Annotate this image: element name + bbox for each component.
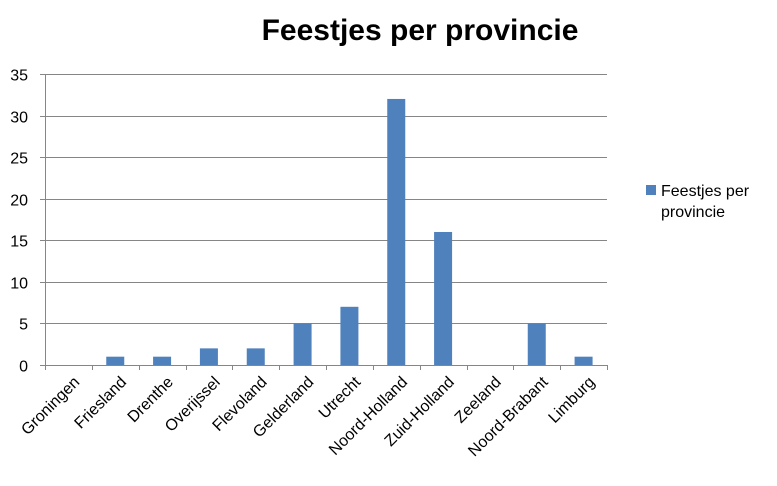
y-tick-label: 5: [19, 317, 28, 334]
legend: Feestjes per provincie: [646, 183, 754, 221]
y-tick-label: 30: [10, 110, 28, 127]
y-tick-label: 20: [10, 193, 28, 210]
x-tick-label: Friesland: [72, 374, 131, 433]
x-tick-label: Limburg: [546, 374, 599, 427]
y-tick-label: 15: [10, 234, 28, 251]
bars: [106, 98, 593, 365]
gridlines: [45, 74, 607, 324]
bar-flevoland: [246, 348, 265, 365]
y-tick-label: 25: [10, 151, 28, 168]
axes: [40, 74, 608, 370]
bar-noord-holland: [387, 98, 406, 365]
legend-label-line-1: Feestjes per: [661, 183, 750, 200]
bar-friesland: [106, 356, 125, 365]
chart-title: Feestjes per provincie: [262, 14, 579, 47]
y-tick-labels: 0 5 10 15 20 25 30 35: [10, 68, 28, 376]
bar-utrecht: [340, 306, 359, 365]
bar-limburg: [574, 356, 593, 365]
x-tick-labels: GroningenFrieslandDrentheOverijsselFlevo…: [18, 373, 598, 460]
y-tick-label: 10: [10, 276, 28, 293]
bar-drenthe: [153, 356, 172, 365]
legend-label-line-2: provincie: [661, 204, 725, 221]
y-tick-label: 35: [10, 68, 28, 85]
x-tick-label: Groningen: [18, 374, 83, 439]
legend-label: Feestjes per provincie: [661, 183, 754, 221]
bar-gelderland: [293, 323, 312, 365]
bar-overijssel: [199, 348, 218, 365]
bar-zuid-holland: [434, 231, 453, 365]
legend-swatch: [646, 185, 656, 195]
y-tick-label: 0: [19, 359, 28, 376]
bar-noord-brabant: [527, 323, 546, 365]
x-tick-label: Noord-Brabant: [465, 373, 552, 460]
